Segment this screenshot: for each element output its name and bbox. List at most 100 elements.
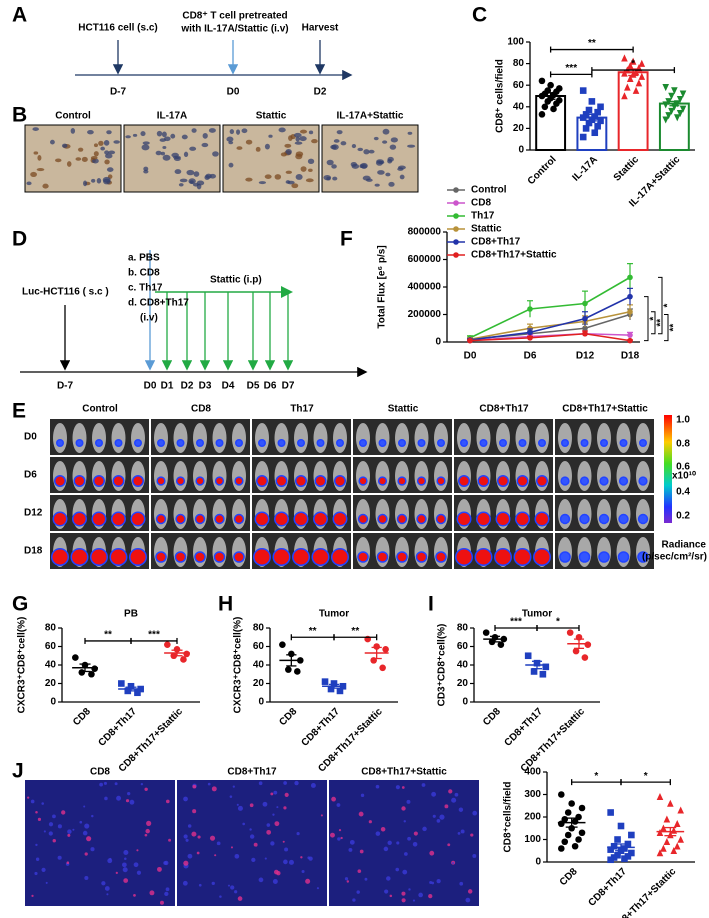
cell-nucleus [299, 136, 307, 142]
cell-nucleus [140, 131, 146, 137]
panel-label: I [428, 593, 434, 616]
data-point [667, 831, 674, 839]
cell-signal [101, 881, 106, 886]
signal [379, 477, 386, 485]
cell-nucleus [387, 156, 394, 162]
panel-label: F [340, 228, 353, 251]
mouse [636, 461, 650, 491]
significance-bracket [644, 296, 649, 342]
signal [195, 552, 205, 562]
cell-nucleus [204, 174, 210, 181]
cell-signal [386, 876, 391, 881]
data-point [288, 650, 295, 658]
signal [135, 440, 141, 446]
timeline-treatment: Stattic (i.p) [210, 275, 262, 286]
cell-signal [84, 852, 88, 856]
signal [417, 552, 426, 562]
data-point [170, 652, 178, 660]
cell-signal [211, 881, 215, 886]
cell-signal [219, 895, 222, 898]
cell-signal [82, 830, 88, 836]
cell-nucleus [228, 141, 234, 145]
cell-signal [436, 819, 441, 823]
image-label: CD8+Th17 [227, 767, 277, 778]
signal [461, 440, 467, 446]
cell-signal [144, 833, 148, 837]
timeline-day: D5 [247, 381, 260, 392]
cell-signal [458, 807, 464, 812]
data-point [621, 54, 628, 62]
signal [75, 476, 84, 486]
cell-signal [395, 867, 400, 872]
chart-title: PB [124, 609, 138, 620]
cell-signal [237, 805, 243, 811]
signal [639, 477, 647, 485]
y-tick-label: 20 [513, 123, 525, 134]
cell-signal [192, 809, 197, 814]
mouse [496, 423, 510, 453]
colorbar-tick: 0.8 [676, 439, 690, 450]
cell-nucleus [70, 128, 76, 134]
cell-nucleus [397, 165, 406, 170]
cell-signal [266, 823, 271, 827]
data-point [627, 293, 633, 300]
signal [476, 549, 491, 565]
cell-signal [428, 894, 433, 899]
mouse [274, 423, 289, 453]
cell-nucleus [181, 134, 188, 140]
timeline-day: D0 [144, 381, 157, 392]
cell-signal [48, 831, 53, 836]
image-label: Control [55, 111, 91, 122]
signal [516, 513, 529, 525]
data-point [638, 59, 646, 67]
y-tick-label: 800000 [408, 227, 442, 238]
cell-nucleus [201, 142, 209, 148]
colorbar-tick: 0.6 [676, 462, 690, 473]
mouse [356, 423, 370, 453]
cell-signal [86, 836, 92, 842]
timeline-group: a. PBS [128, 253, 160, 264]
cell-signal [183, 834, 188, 839]
signal [620, 477, 627, 485]
cell-signal [273, 790, 278, 795]
cell-signal [27, 796, 30, 799]
data-point [677, 835, 684, 843]
cell-nucleus [143, 166, 149, 172]
signal [456, 549, 472, 565]
data-point [628, 849, 635, 857]
data-point [660, 844, 667, 852]
data-point [624, 83, 631, 91]
mouse [92, 423, 106, 453]
data-point [624, 853, 632, 860]
cell-signal [436, 878, 441, 884]
signal [235, 477, 243, 485]
y-tick-label: 0 [50, 697, 56, 708]
data-point [336, 687, 344, 695]
panel-label: G [12, 593, 28, 616]
y-tick-label: 200000 [408, 309, 442, 320]
cell-nucleus [382, 140, 388, 144]
cell-signal [35, 843, 38, 847]
cell-nucleus [285, 148, 292, 155]
cell-signal [61, 810, 66, 815]
data-point [607, 846, 614, 853]
signal [562, 440, 568, 446]
cell-nucleus [160, 151, 166, 156]
significance-label: *** [510, 617, 522, 628]
cell-signal [103, 781, 107, 785]
significance-label: * [644, 771, 648, 782]
cell-nucleus [170, 133, 176, 139]
cell-signal [207, 782, 211, 786]
cell-nucleus [104, 150, 110, 155]
signal [495, 549, 511, 565]
cell-nucleus [93, 151, 99, 157]
cell-signal [408, 888, 411, 891]
signal [580, 552, 589, 562]
signal [580, 515, 589, 523]
cell-signal [360, 793, 365, 798]
cell-nucleus [50, 139, 55, 145]
cell-nucleus [42, 183, 49, 189]
cell-signal [356, 890, 360, 894]
fluorescence-image [177, 780, 327, 906]
cell-nucleus [159, 138, 166, 142]
